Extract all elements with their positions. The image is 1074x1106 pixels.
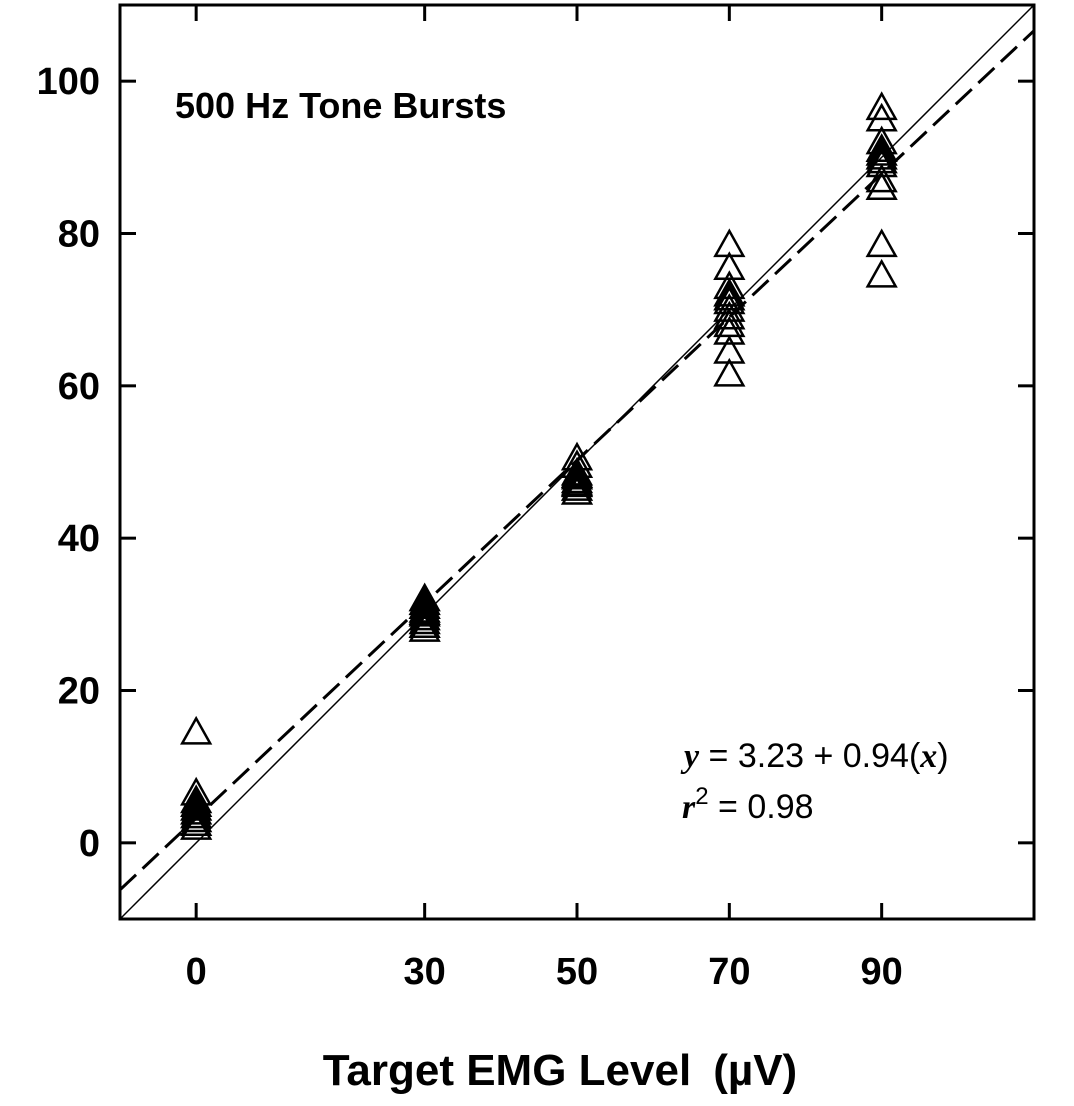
data-point [408,596,441,626]
data-point [713,357,746,387]
data-point [180,811,213,840]
data-point [180,799,213,829]
y-tick-label: 40 [58,518,100,560]
regression-equation: y = 3.23 + 0.94(x) [680,737,949,775]
data-point [865,163,898,193]
r-squared: r2 = 0.98 [682,783,814,826]
data-point [180,795,213,825]
x-tick-label: 30 [404,951,446,993]
y-tick-label: 20 [58,671,100,713]
equation-y-var: y [680,738,700,775]
data-point [560,459,594,488]
data-point [865,171,898,201]
data-point [180,803,213,833]
x-tick-label: 90 [861,951,903,993]
y-tick-label: 80 [58,214,100,256]
x-axis-label-main: Target EMG Level [323,1046,691,1095]
y-tick-label: 100 [37,61,100,103]
axes: 0 30 50 70 90 0 20 40 60 80 100 [37,3,1036,993]
data-points [180,91,898,840]
equation-close: ) [937,737,948,775]
y-tick-label: 0 [79,823,100,865]
equation-x-var: x [919,738,937,775]
data-point [865,133,898,162]
equation-body: = 3.23 + 0.94( [699,737,921,775]
data-point [180,715,213,745]
data-point [180,792,213,821]
data-point [713,315,746,345]
x-tick-label: 0 [186,951,207,993]
x-tick-label: 70 [708,951,750,993]
data-point [865,228,898,258]
x-axis-label: Target EMG Level (µV) [323,1046,797,1095]
chart-title: 500 Hz Tone Bursts [175,85,506,126]
data-point [713,281,746,311]
data-point [180,807,213,837]
r2-var: r [682,789,696,826]
data-point [865,91,898,121]
data-point [408,605,441,635]
x-axis-label-unit: (µV) [713,1046,797,1095]
r2-exponent: 2 [695,783,708,810]
y-tick-label: 60 [58,366,100,408]
data-point [713,300,746,330]
data-point [408,613,441,642]
data-point [865,258,898,288]
r2-value: = 0.98 [709,788,814,826]
x-tick-label: 50 [556,951,598,993]
data-point [560,466,594,496]
data-point [560,475,594,505]
data-point [408,601,441,631]
